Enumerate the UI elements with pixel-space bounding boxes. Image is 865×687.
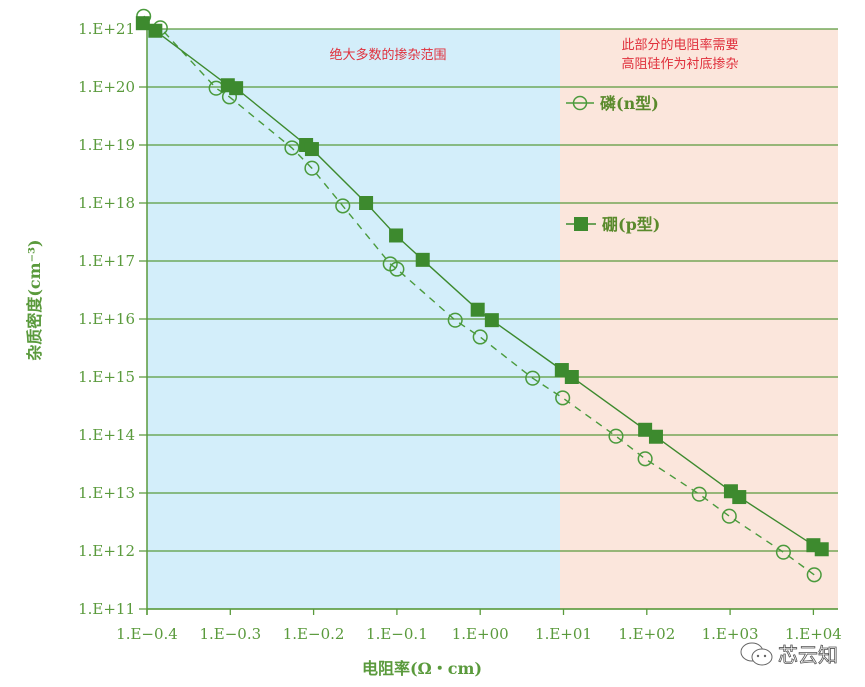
y-tick-label: 1.E+20	[78, 78, 135, 96]
series-line	[143, 15, 815, 576]
y-tick-label: 1.E+11	[78, 600, 135, 618]
open-circle-marker-icon	[775, 544, 791, 560]
filled-square-marker-icon	[484, 313, 499, 328]
wechat-icon	[740, 642, 773, 666]
y-tick-labels: 1.E+21 1.E+20 1.E+19 1.E+18 1.E+17 1.E+16 1.E+…	[78, 20, 135, 618]
x-axis-title: 电阻率(Ω・cm)	[362, 659, 482, 678]
series-p-type-boron	[135, 16, 829, 557]
filled-square-marker-icon	[304, 142, 319, 157]
filled-square-marker-icon	[415, 252, 430, 267]
watermark-text: 芯云知	[778, 643, 838, 667]
y-tick-label: 1.E+18	[78, 194, 135, 212]
legend-p-type-label: 硼(p型)	[602, 215, 660, 234]
x-tick-label: 1.E+01	[535, 625, 592, 643]
filled-square-marker-icon	[135, 16, 150, 31]
legend-p-type: 硼(p型)	[566, 215, 660, 234]
y-tick-label: 1.E+17	[78, 252, 135, 270]
y-tick-label: 1.E+14	[78, 426, 135, 444]
x-tick-label: 1.E+04	[785, 625, 842, 643]
y-tick-label: 1.E+13	[78, 484, 135, 502]
data-series	[135, 8, 829, 583]
filled-square-marker-icon	[470, 302, 485, 317]
open-circle-marker-icon	[572, 95, 588, 111]
x-tick-label: 1.E+03	[702, 625, 759, 643]
open-circle-marker-icon	[525, 370, 541, 386]
x-tick-label: 1.E−0.3	[199, 625, 261, 643]
y-axis-title: 杂质密度(cm⁻³)	[25, 239, 44, 360]
legend-n-type-label: 磷(n型)	[600, 94, 659, 113]
x-tick-label: 1.E−0.1	[366, 625, 428, 643]
y-tick-label: 1.E+19	[78, 136, 135, 154]
open-circle-marker-icon	[555, 390, 571, 406]
legend-n-type: 磷(n型)	[566, 94, 659, 113]
watermark: 芯云知	[740, 642, 838, 667]
open-circle-marker-icon	[284, 140, 300, 156]
legend: 磷(n型) 硼(p型)	[566, 94, 660, 234]
filled-square-marker-icon	[229, 81, 244, 96]
y-tick-label: 1.E+16	[78, 310, 135, 328]
x-tick-label: 1.E−0.4	[116, 625, 178, 643]
high-resistivity-note-line2: 高阻硅作为衬底掺杂	[621, 56, 738, 72]
y-tick-label: 1.E+15	[78, 368, 135, 386]
high-resistivity-note-line1: 此部分的电阻率需要	[621, 37, 738, 53]
filled-square-marker-icon	[732, 490, 747, 505]
filled-square-marker-icon	[148, 23, 163, 38]
x-tick-labels: 1.E−0.4 1.E−0.3 1.E−0.2 1.E−0.1 1.E+00 1.E+01…	[116, 625, 842, 643]
filled-square-marker-icon	[814, 542, 829, 557]
filled-square-marker-icon	[648, 429, 663, 444]
open-circle-marker-icon	[691, 486, 707, 502]
open-circle-marker-icon	[304, 160, 320, 176]
filled-square-marker-icon	[389, 228, 404, 243]
y-tick-label: 1.E+12	[78, 542, 135, 560]
open-circle-marker-icon	[447, 312, 463, 328]
open-circle-marker-icon	[637, 451, 653, 467]
open-circle-marker-icon	[806, 567, 822, 583]
y-tick-label: 1.E+21	[78, 20, 135, 38]
filled-square-marker-icon	[574, 217, 588, 231]
open-circle-marker-icon	[335, 198, 351, 214]
filled-square-marker-icon	[359, 196, 374, 210]
filled-square-marker-icon	[564, 370, 579, 384]
x-tick-label: 1.E−0.2	[283, 625, 345, 643]
x-tick-label: 1.E+02	[618, 625, 675, 643]
chart-axes	[146, 29, 838, 615]
open-circle-marker-icon	[608, 428, 624, 444]
series-n-type-phosphorus	[136, 8, 822, 583]
open-circle-marker-icon	[389, 261, 405, 277]
filled-square-marker-icon	[638, 422, 653, 437]
x-tick-label: 1.E+00	[452, 625, 509, 643]
majority-doping-range-label: 绝大多数的掺杂范围	[329, 47, 446, 63]
open-circle-marker-icon	[721, 508, 737, 524]
open-circle-marker-icon	[472, 329, 488, 345]
